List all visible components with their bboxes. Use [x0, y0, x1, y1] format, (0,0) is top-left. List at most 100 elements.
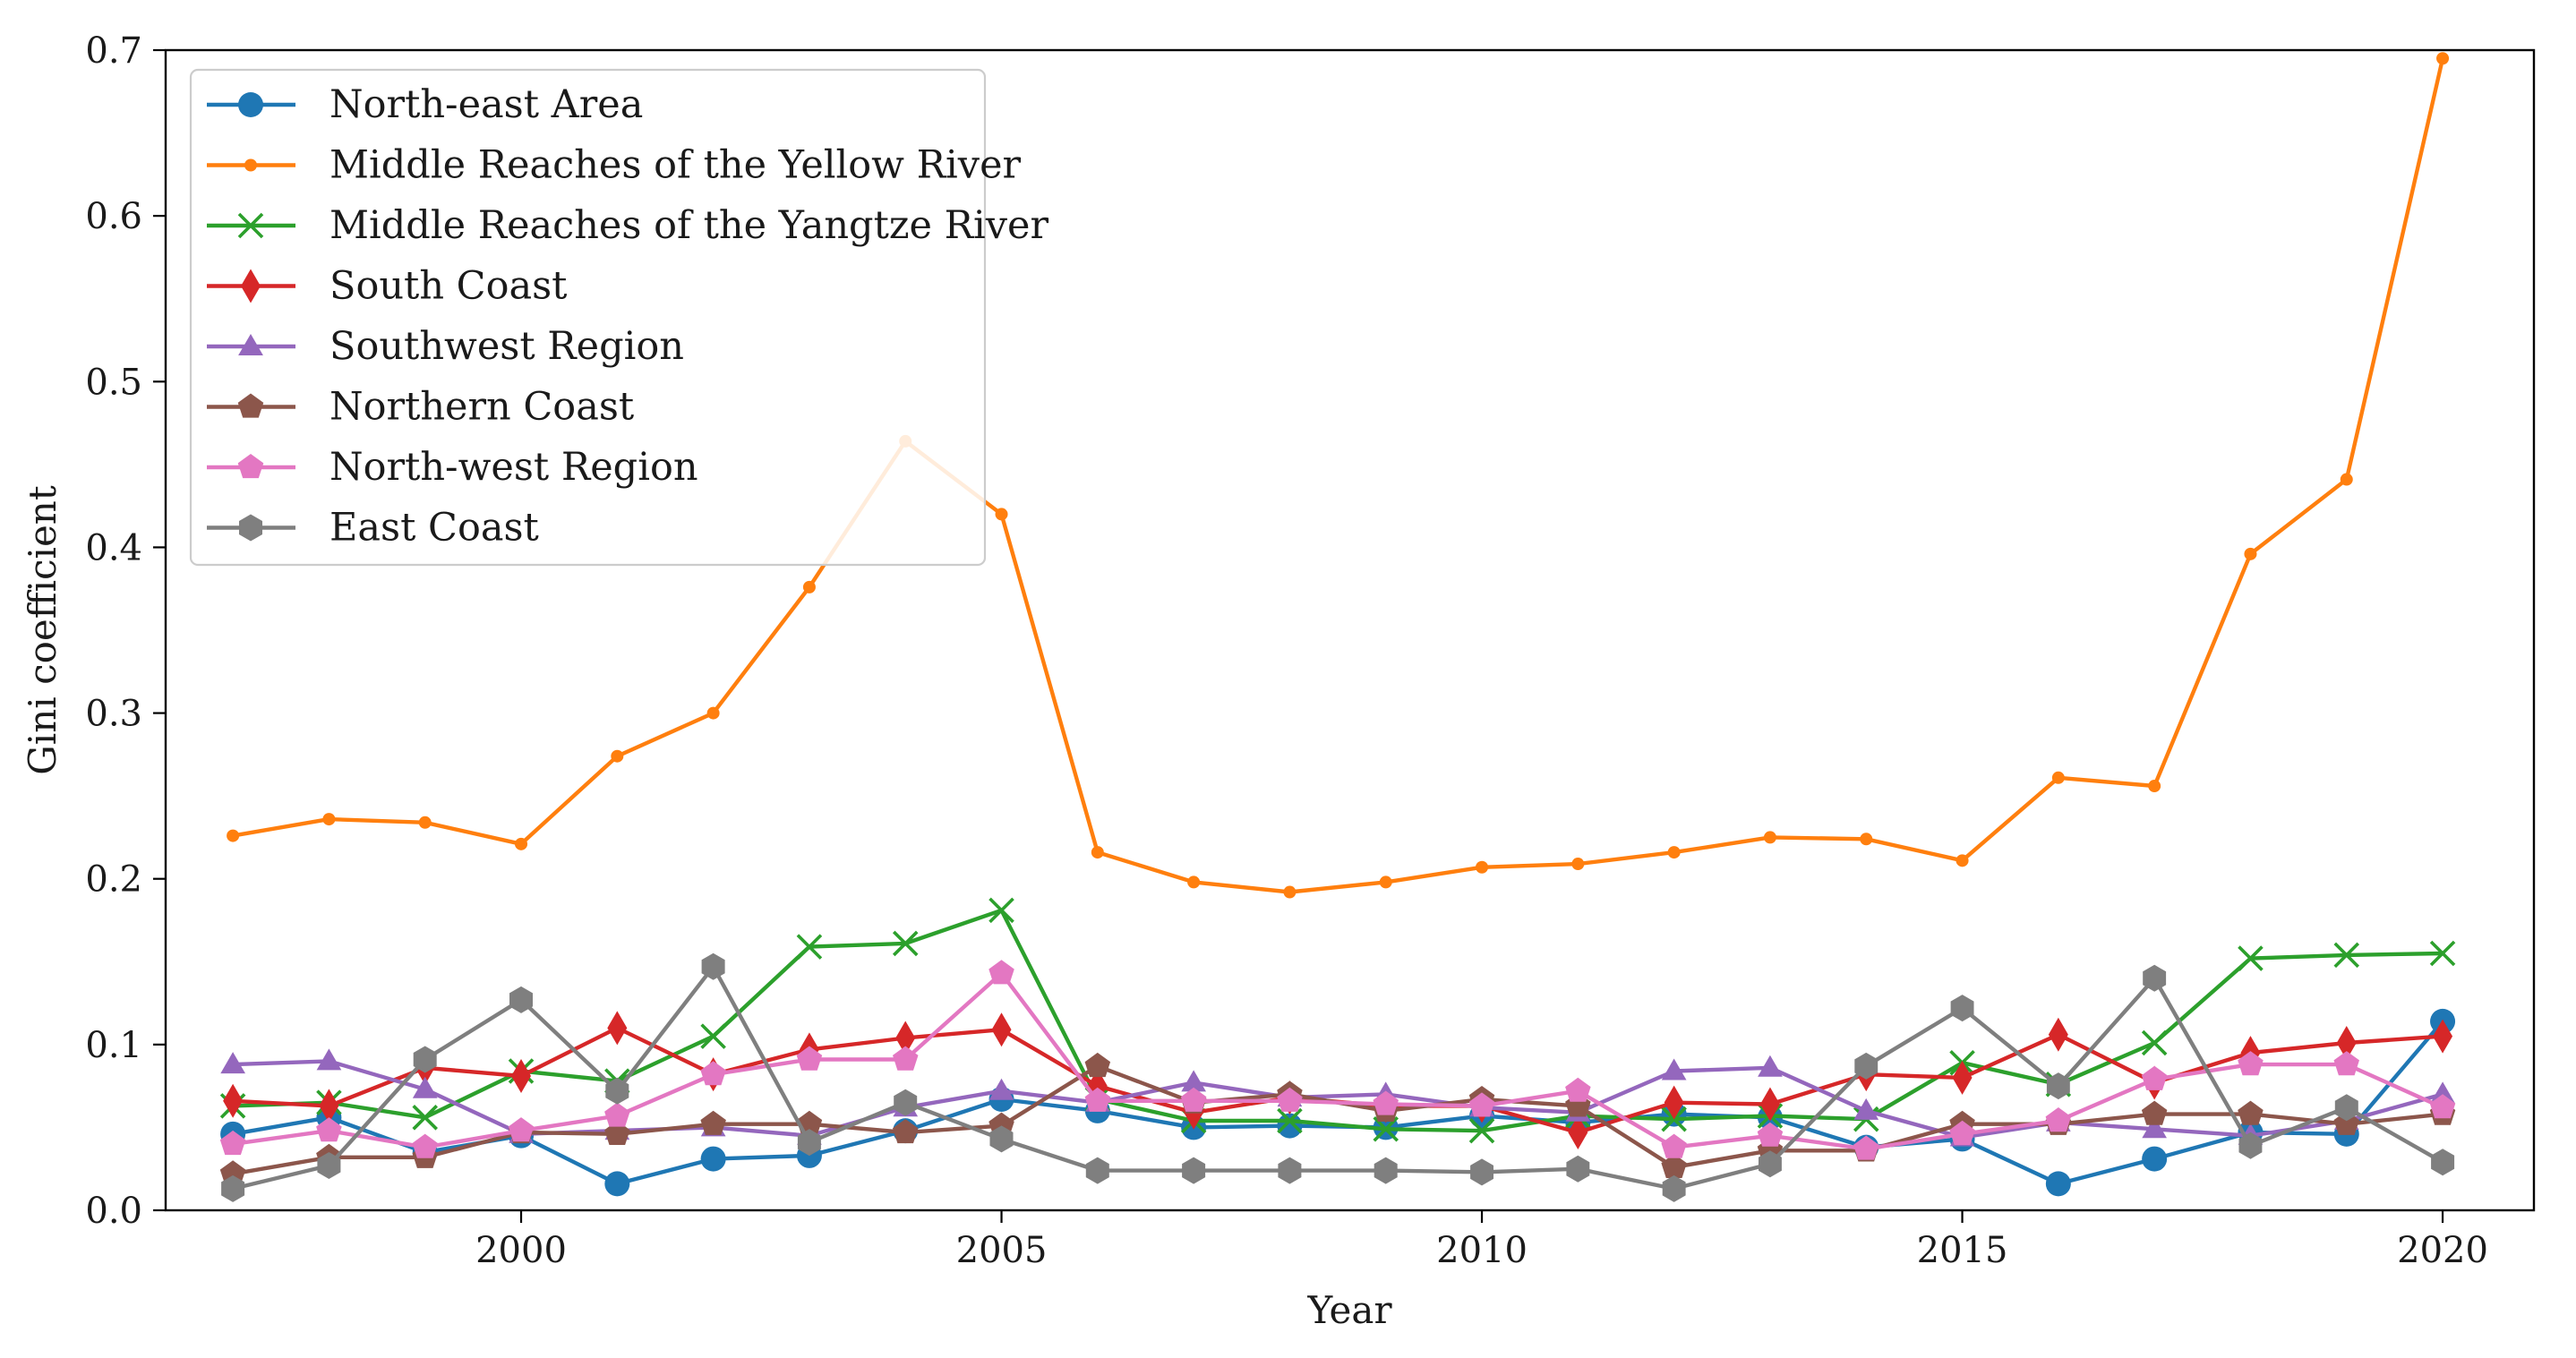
data-point [511, 1059, 532, 1094]
data-point [2429, 940, 2456, 967]
legend-label: South Coast [329, 264, 567, 309]
legend-marker [238, 334, 263, 355]
data-point [1283, 885, 1297, 899]
data-point [2431, 1149, 2455, 1176]
data-point [2244, 547, 2257, 560]
data-point [988, 960, 1014, 985]
y-tick-label: 0.2 [85, 859, 142, 901]
data-point [893, 1046, 919, 1071]
legend-marker [237, 393, 264, 418]
data-point [2046, 1072, 2070, 1100]
data-point [1763, 831, 1776, 844]
data-point [700, 1110, 726, 1135]
series-north-west-region [219, 960, 2456, 1160]
x-tick-label: 2015 [1917, 1230, 2008, 1271]
data-point [1950, 995, 1974, 1022]
legend-marker [244, 158, 257, 172]
data-point [894, 1089, 918, 1116]
data-point [802, 580, 816, 594]
data-point [2336, 1026, 2357, 1061]
x-tick-label: 2010 [1436, 1230, 1528, 1271]
data-point [1084, 1052, 1111, 1078]
data-point [1853, 1135, 1879, 1160]
data-point [991, 1012, 1012, 1047]
data-point [1758, 1055, 1783, 1077]
data-point [1180, 1087, 1207, 1112]
data-point [604, 1120, 630, 1145]
data-point [317, 1152, 341, 1179]
data-point [1757, 1122, 1784, 1147]
data-point [1470, 1158, 1493, 1186]
data-point [796, 934, 823, 960]
data-point [2333, 1051, 2359, 1076]
data-point [220, 1052, 245, 1074]
data-point [2142, 1146, 2168, 1172]
legend-marker [237, 212, 264, 239]
data-point [2433, 1019, 2453, 1054]
series-northern-coast [219, 1052, 2456, 1185]
data-point [1476, 860, 1489, 874]
data-point [319, 1089, 339, 1123]
data-point [2334, 1094, 2358, 1122]
data-point [2051, 771, 2065, 784]
data-point [1571, 858, 1585, 871]
data-point [1374, 1157, 1398, 1184]
data-point [219, 1160, 246, 1185]
data-point [1084, 1087, 1111, 1112]
data-point [1661, 1133, 1687, 1158]
legend-label: North-east Area [329, 82, 643, 127]
data-point [2429, 1094, 2456, 1119]
y-tick-label: 0.1 [85, 1025, 142, 1066]
legend-label: East Coast [329, 506, 539, 551]
data-point [412, 1076, 438, 1098]
plot-layer [219, 52, 2456, 1202]
y-tick-label: 0.0 [85, 1191, 142, 1232]
data-point [1956, 854, 1969, 867]
data-point [2148, 780, 2161, 793]
data-point [895, 1021, 916, 1055]
series-line [230, 970, 2445, 1151]
x-tick-label: 2000 [475, 1230, 567, 1271]
data-point [219, 1130, 246, 1156]
data-point [1373, 1090, 1399, 1115]
data-point [2141, 1065, 2168, 1090]
data-point [701, 952, 725, 980]
data-point [2238, 945, 2264, 971]
data-point [2045, 1107, 2072, 1132]
data-point [1085, 1157, 1109, 1184]
data-point [1277, 1107, 1303, 1134]
data-point [2143, 964, 2167, 992]
data-point [700, 1146, 726, 1172]
x-tick-label: 2020 [2397, 1230, 2488, 1271]
data-point [2141, 1029, 2168, 1056]
x-tick-label: 2005 [956, 1230, 1048, 1271]
legend-item: North-west Region [207, 445, 698, 490]
legend-label: Southwest Region [329, 324, 684, 369]
data-point [892, 930, 919, 957]
plot-frame [164, 48, 2536, 1212]
series-line [230, 964, 2445, 1191]
data-point [1277, 1113, 1303, 1139]
data-point [604, 1102, 630, 1127]
legend: North-east Area Middle Reaches of the Yel… [189, 68, 1049, 567]
data-point [1181, 1070, 1206, 1092]
data-point [1759, 1150, 1782, 1178]
data-point [1949, 1120, 1975, 1145]
data-point [1568, 1115, 1588, 1149]
y-tick-label: 0.4 [85, 527, 142, 568]
data-point [2141, 1100, 2168, 1125]
series-east-coast [221, 952, 2455, 1202]
series-line [230, 908, 2445, 1133]
data-point [418, 816, 432, 829]
data-point [700, 1023, 726, 1049]
legend-item: Middle Reaches of the Yangtze River [207, 203, 1049, 248]
data-point [989, 1125, 1014, 1153]
data-point [412, 1133, 438, 1158]
data-point [1661, 1153, 1687, 1178]
data-point [995, 508, 1008, 521]
y-tick-label: 0.3 [85, 694, 142, 735]
data-point [1468, 1092, 1495, 1117]
data-point [1667, 846, 1681, 859]
legend-label: Northern Coast [329, 385, 634, 430]
data-point [2045, 1171, 2071, 1197]
